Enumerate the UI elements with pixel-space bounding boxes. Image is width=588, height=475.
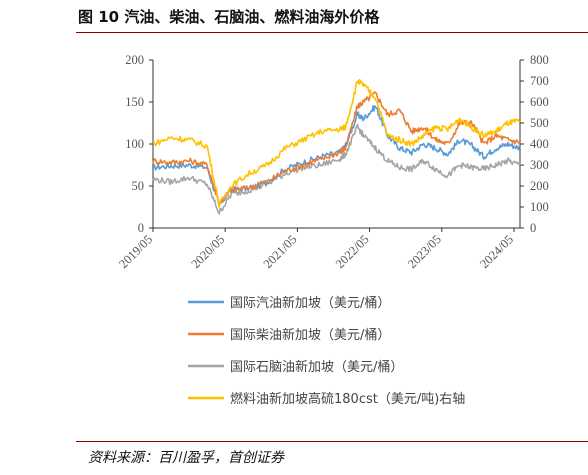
figure-title: 图 10 汽油、柴油、石脑油、燃料油海外价格 (78, 8, 380, 26)
x-tick-label: 2022/05 (333, 232, 372, 271)
chart-series-lines (152, 78, 521, 215)
x-tick-label: 2020/05 (188, 232, 227, 271)
y-right-tick-label: 700 (530, 74, 549, 88)
source-note: 资料来源：百川盈孚，首创证券 (88, 450, 284, 466)
y-right-tick-label: 0 (530, 221, 536, 235)
series-line-4 (152, 78, 521, 208)
y-left-tick-label: 0 (138, 221, 144, 235)
y-right-tick-label: 600 (530, 95, 549, 109)
y-left-tick-label: 200 (125, 53, 144, 67)
x-tick-label: 2023/05 (405, 232, 444, 271)
y-right-tick-label: 300 (530, 158, 549, 172)
legend-label-3: 国际石脑油新加坡（美元/桶） (230, 359, 403, 375)
y-left-tick-label: 50 (132, 179, 145, 193)
y-right-tick-label: 100 (530, 200, 549, 214)
y-right-tick-label: 800 (530, 53, 549, 67)
y-right-tick-label: 500 (530, 116, 549, 130)
y-right-tick-label: 200 (530, 179, 549, 193)
title-divider (76, 32, 588, 33)
x-tick-label: 2024/05 (477, 232, 516, 271)
legend-label-2: 国际柴油新加坡（美元/桶） (230, 327, 390, 343)
source-divider (76, 441, 588, 442)
y-left-tick-label: 100 (125, 137, 144, 151)
x-tick-label: 2021/05 (261, 232, 300, 271)
chart-legend: 国际汽油新加坡（美元/桶） 国际柴油新加坡（美元/桶） 国际石脑油新加坡（美元/桶）… (188, 295, 465, 407)
line-chart: 0 50 100 150 200 0 100 200 300 400 500 600 700 800 201… (116, 53, 549, 407)
legend-label-1: 国际汽油新加坡（美元/桶） (230, 295, 390, 311)
legend-label-4: 燃料油新加坡高硫180cst（美元/吨)右轴 (230, 391, 465, 407)
y-right-tick-label: 400 (530, 137, 549, 151)
series-line-3 (152, 123, 521, 215)
x-tick-label: 2019/05 (116, 232, 155, 271)
y-left-tick-label: 150 (125, 95, 144, 109)
